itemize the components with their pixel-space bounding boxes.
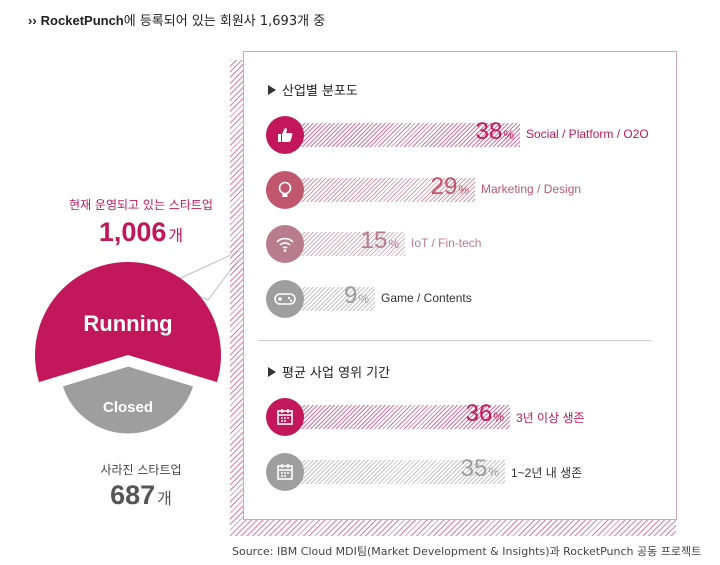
closed-label: 사라진 스타트업: [100, 463, 182, 477]
bar: [300, 123, 520, 147]
duration-section-title: 평균 사업 영위 기간: [268, 362, 390, 381]
lightbulb-icon: [266, 170, 304, 209]
bar-value-label: 36%: [444, 400, 504, 428]
bar-value: 38: [475, 118, 503, 145]
bar: [300, 286, 375, 311]
bar-value: 35: [460, 455, 488, 482]
bar: [300, 177, 475, 202]
closed-count-value: 687: [110, 480, 156, 510]
running-count-value: 1,006: [98, 217, 167, 247]
bar-value-unit: %: [503, 128, 514, 142]
bar-value-label: 15%: [339, 227, 399, 255]
bar: [300, 232, 405, 256]
bar-value-label: 9%: [309, 282, 369, 310]
thumbs-up-icon: [266, 116, 304, 154]
bar: [300, 405, 510, 429]
bar-category-label: Social / Platform / O2O: [526, 127, 649, 141]
closed-slice-label: Closed: [103, 399, 153, 416]
header-text: 에 등록되어 있는 회원사 1,693개 중: [123, 14, 326, 29]
closed-count: 687 개: [46, 480, 236, 511]
bar-value-unit: %: [358, 291, 369, 306]
bar-value-unit: %: [388, 237, 399, 251]
running-count-unit: 개: [168, 228, 184, 245]
brand-name: RocketPunch: [40, 13, 124, 28]
bar-category-label: 1~2년 내 생존: [511, 466, 583, 480]
bar: [300, 460, 505, 484]
triangle-icon: [268, 367, 276, 377]
bar-value: 9: [343, 281, 358, 309]
running-count: 1,006 개: [46, 217, 236, 248]
bar-category-label: Marketing / Design: [481, 181, 582, 196]
wifi-icon: [266, 225, 304, 263]
bar-value-unit: %: [493, 410, 504, 424]
bar-value: 29: [430, 172, 458, 200]
bar-value-unit: %: [488, 465, 499, 479]
bar-category-label: IoT / Fin-tech: [411, 236, 482, 250]
running-slice-label: Running: [83, 311, 172, 336]
bar-value: 36: [465, 400, 493, 427]
section-divider: [258, 340, 652, 341]
bar-category-label: Game / Contents: [381, 290, 472, 305]
running-label: 현재 운영되고 있는 스타트업: [69, 198, 213, 212]
industry-title-text: 산업별 분포도: [282, 84, 358, 99]
bar-value-label: 29%: [409, 173, 469, 201]
duration-title-text: 평균 사업 영위 기간: [282, 366, 391, 381]
industry-section-title: 산업별 분포도: [268, 80, 358, 99]
bar-value: 15: [360, 227, 388, 254]
closed-slice: [59, 363, 197, 437]
status-pie-chart: Running Closed: [35, 250, 240, 437]
bar-value-label: 35%: [439, 455, 499, 483]
page-header: ›› RocketPunch에 등록되어 있는 회원사 1,693개 중: [28, 10, 325, 29]
triangle-icon: [268, 85, 276, 95]
calendar-icon: [266, 398, 304, 436]
header-arrow: ››: [28, 13, 37, 28]
gamepad-icon: [266, 279, 304, 318]
running-slice: [35, 262, 222, 383]
calendar-icon: [266, 453, 304, 491]
source-note: Source: IBM Cloud MDI팀(Market Developmen…: [232, 545, 702, 558]
bar-value-unit: %: [458, 182, 469, 197]
closed-count-unit: 개: [157, 491, 172, 508]
bar-value-label: 38%: [454, 118, 514, 146]
bar-category-label: 3년 이상 생존: [516, 411, 585, 425]
